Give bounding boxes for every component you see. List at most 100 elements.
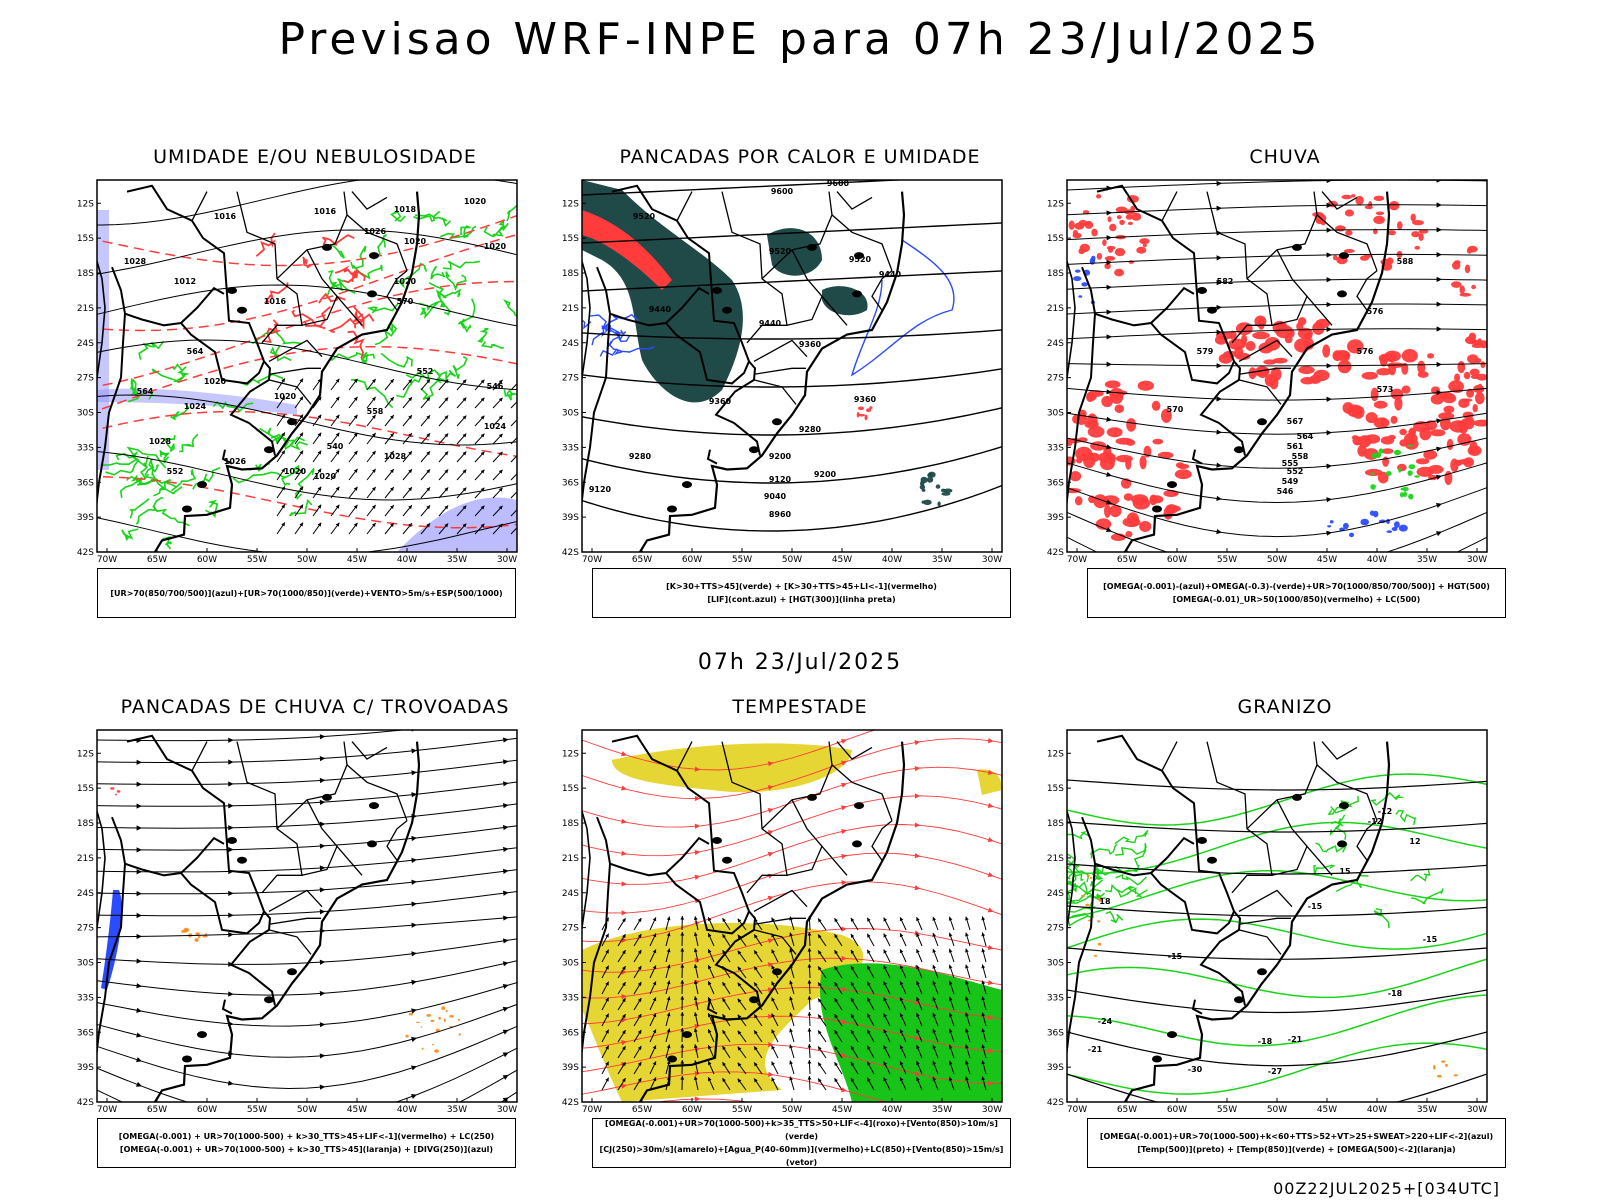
- omega-green-spot: [1398, 467, 1402, 473]
- lake-shape: [1207, 856, 1217, 864]
- moisture-low-level-contour: [366, 303, 399, 314]
- vector-head: [883, 1061, 888, 1066]
- vector-head: [807, 1060, 812, 1064]
- streamline-arrow: [319, 990, 326, 997]
- streamline-arrow: [136, 983, 142, 989]
- political-boundaries: [582, 734, 906, 1102]
- streamline-arrow: [319, 1053, 326, 1059]
- lat-tick-label: 30S: [1047, 959, 1064, 969]
- contour-label: 558: [1292, 452, 1309, 461]
- vector-head: [444, 505, 449, 510]
- rain-area: [1087, 426, 1105, 438]
- vector-head: [637, 1014, 642, 1019]
- omega-green-spot: [1402, 486, 1409, 492]
- lat-tick-label: 27S: [1047, 374, 1064, 384]
- rain-area: [1256, 366, 1269, 378]
- vector-head: [722, 982, 726, 987]
- vector-head: [693, 932, 698, 937]
- omega-green-spot: [1385, 471, 1392, 476]
- rain-area: [1109, 504, 1122, 518]
- vector-head: [707, 965, 712, 970]
- lake-shape: [227, 836, 237, 844]
- rain-area: [1465, 336, 1476, 345]
- streamline-arrow: [411, 879, 417, 885]
- contour-label: 1020: [284, 467, 307, 476]
- vector-head: [637, 1078, 642, 1083]
- lat-tick-label: 36S: [77, 1028, 94, 1038]
- contour-label: 9280: [799, 425, 822, 434]
- omega-blue-spot: [1369, 510, 1375, 516]
- streamline-arrow: [411, 1093, 417, 1099]
- streamline-arrow: [136, 890, 142, 897]
- vector-head: [281, 522, 285, 527]
- vector-head: [693, 916, 698, 921]
- vector-head: [965, 964, 969, 969]
- streamline-arrow: [1106, 235, 1112, 241]
- lat-tick-label: 15S: [562, 234, 579, 244]
- streamline-arrow: [502, 890, 509, 896]
- streamline-arrow: [621, 910, 627, 916]
- moisture-low-level-contour: [151, 468, 183, 495]
- vector-head: [850, 1077, 855, 1082]
- vector-head: [899, 1061, 904, 1066]
- contour-label: 588: [1397, 257, 1414, 266]
- vector-head: [353, 468, 358, 473]
- streamline-arrow: [319, 1084, 326, 1090]
- thickness-contour-dense: [321, 234, 355, 246]
- lat-tick-label: 15S: [77, 784, 94, 794]
- height-contour-300: [582, 407, 1002, 436]
- vector-head: [390, 451, 394, 456]
- vector-head: [707, 933, 712, 938]
- rain-area: [1139, 238, 1150, 245]
- vector-head: [317, 414, 322, 419]
- lon-tick-label: 55W: [1217, 1105, 1237, 1115]
- vector-head: [932, 932, 937, 937]
- streamline-arrow: [319, 1022, 326, 1028]
- lat-tick-label: 30S: [77, 959, 94, 969]
- streamline-arrow: [1326, 430, 1332, 436]
- rain-area: [1074, 496, 1083, 506]
- vector-head: [680, 1060, 685, 1064]
- streamline-arrow: [136, 803, 142, 809]
- moisture-low-level-contour: [119, 474, 143, 498]
- legend-trovoadas: [OMEGA(-0.001) + UR>70(1000-500) + k>30_…: [97, 1118, 516, 1168]
- contour-label: 1026: [224, 457, 247, 466]
- lat-tick-label: 42S: [1047, 1098, 1064, 1108]
- streamline-arrow: [1216, 180, 1222, 187]
- political-boundaries: [1067, 734, 1391, 1102]
- thunderstorm-spot: [449, 1015, 454, 1018]
- streamline: [97, 960, 517, 996]
- rain-area: [1297, 327, 1313, 340]
- streamline-arrow: [136, 781, 142, 787]
- vector-head: [948, 996, 953, 1001]
- contour-label: 1028: [384, 452, 407, 461]
- vector-head: [883, 1045, 888, 1050]
- contour-label: 15: [1339, 867, 1351, 876]
- lat-tick-label: 12S: [562, 199, 579, 209]
- vector-head: [916, 997, 920, 1002]
- moisture-low-level-contour: [352, 264, 383, 280]
- legend-granizo: [OMEGA(-0.001)+UR>70(1000-500)+k<60+TTS>…: [1087, 1118, 1506, 1168]
- vector-head: [408, 397, 412, 402]
- instability-spot: [941, 492, 951, 496]
- border-line: [301, 845, 363, 876]
- rain-area: [1115, 206, 1128, 214]
- streamline-arrow: [228, 781, 234, 787]
- streamline-arrow: [502, 846, 509, 853]
- vector-head: [637, 918, 642, 923]
- lake-shape: [1152, 505, 1162, 513]
- border-line: [1246, 741, 1318, 830]
- omega-blue-spot: [1091, 255, 1096, 261]
- temp-850-contour: [1115, 886, 1148, 898]
- omega-500-spot: [1437, 1074, 1442, 1078]
- lat-tick-label: 33S: [562, 993, 579, 1003]
- streamline-arrow: [1216, 255, 1222, 261]
- contour-label: 564: [1297, 432, 1314, 441]
- streamline-arrow: [411, 922, 417, 928]
- border-line: [351, 741, 388, 760]
- streamline-arrow: [411, 730, 415, 732]
- rain-area: [1469, 368, 1480, 376]
- pacific-coastline: [97, 261, 106, 384]
- vector-head: [883, 917, 888, 922]
- vector-head: [498, 397, 503, 402]
